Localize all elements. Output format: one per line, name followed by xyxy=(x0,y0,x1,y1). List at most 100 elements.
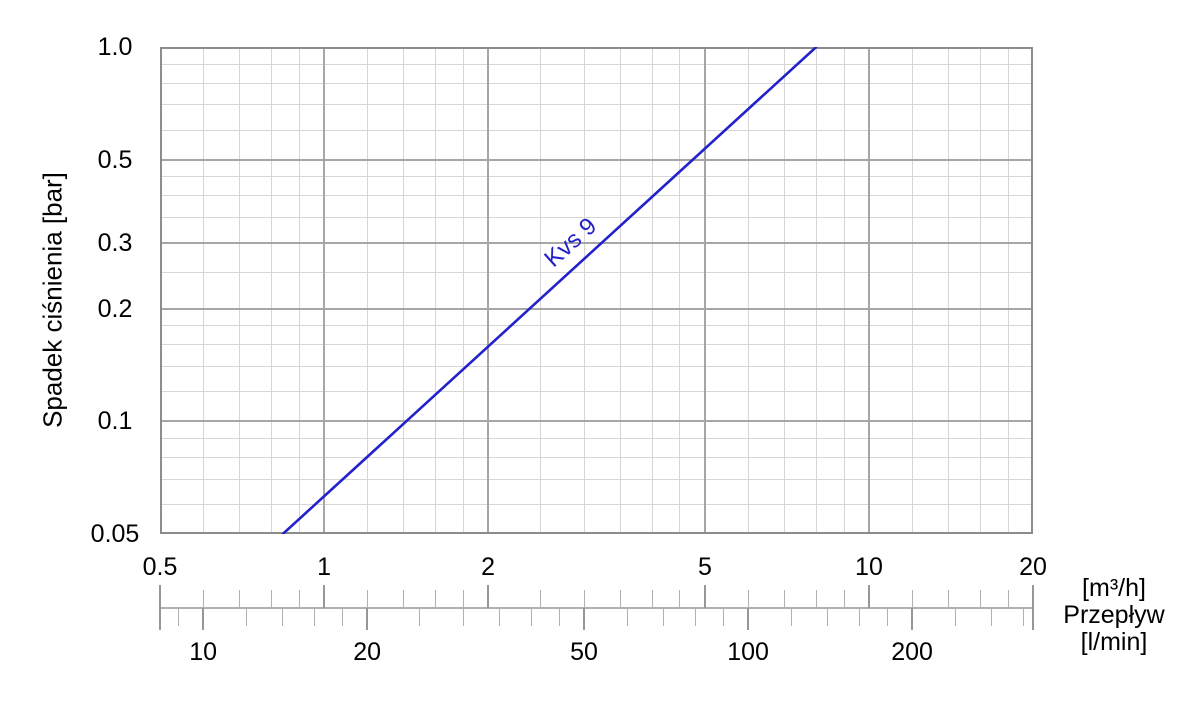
ruler-tick-m3h xyxy=(202,590,204,608)
lmin-tick-label: 200 xyxy=(891,638,933,666)
ruler-tick-lmin xyxy=(530,608,532,626)
gridline-minor-h xyxy=(160,391,1033,393)
ruler-tick-m3h xyxy=(239,590,241,608)
ruler-tick-lmin xyxy=(722,608,724,626)
ruler-tick-lmin xyxy=(694,608,696,626)
ruler-tick-m3h xyxy=(434,590,436,608)
gridline-minor-h xyxy=(160,478,1033,480)
gridline-minor-h xyxy=(160,195,1033,197)
gridline-minor-v xyxy=(911,47,913,534)
gridline-minor-h xyxy=(160,271,1033,273)
ruler-tick-m3h xyxy=(843,590,845,608)
ruler-tick-m3h xyxy=(747,590,749,608)
gridline-minor-h xyxy=(160,457,1033,459)
ruler-tick-m3h xyxy=(979,590,981,608)
gridline-minor-v xyxy=(1007,47,1009,534)
gridline-minor-v xyxy=(462,47,464,534)
lmin-tick-label: 100 xyxy=(727,638,769,666)
gridline-major-h xyxy=(160,241,1033,244)
ruler-tick-lmin xyxy=(626,608,628,626)
ruler-tick-lmin xyxy=(282,608,284,626)
gridline-minor-h xyxy=(160,176,1033,178)
ruler-tick-lmin xyxy=(419,608,421,626)
ruler-tick-lmin xyxy=(583,608,586,630)
ruler-tick-m3h xyxy=(651,590,653,608)
ruler-tick-m3h xyxy=(784,590,786,608)
gridline-major-v xyxy=(703,47,706,534)
y-tick-label: 0.05 xyxy=(90,520,140,548)
y-tick-label: 0.1 xyxy=(97,407,133,436)
gridline-minor-v xyxy=(540,47,542,534)
ruler-tick-m3h xyxy=(867,585,870,608)
ruler-tick-lmin xyxy=(462,608,464,626)
gridline-minor-h xyxy=(160,325,1033,327)
lmin-tick-label: 10 xyxy=(189,638,218,666)
ruler-tick-lmin xyxy=(499,608,501,626)
kvs-curve-line xyxy=(281,47,818,534)
ruler-tick-m3h xyxy=(620,590,621,608)
y-tick-label: 1.0 xyxy=(97,33,133,61)
gridline-major-v xyxy=(487,47,490,534)
ruler-tick-m3h xyxy=(298,590,300,608)
gridline-minor-h xyxy=(160,129,1033,131)
gridline-minor-v xyxy=(679,47,681,534)
gridline-minor-h xyxy=(160,437,1033,439)
gridline-minor-v xyxy=(747,47,749,534)
gridline-minor-h xyxy=(160,104,1033,106)
ruler-tick-lmin xyxy=(202,608,205,630)
gridline-minor-v xyxy=(651,47,653,534)
ruler-tick-lmin xyxy=(747,608,750,630)
y-tick-label: 0.5 xyxy=(97,145,133,174)
gridline-minor-v xyxy=(270,47,272,534)
ruler-tick-lmin xyxy=(366,608,369,630)
ruler-tick-lmin xyxy=(886,608,888,626)
ruler-tick-m3h xyxy=(403,590,405,608)
gridline-minor-h xyxy=(160,503,1033,505)
ruler-tick-lmin xyxy=(663,608,665,626)
ruler-end-tick xyxy=(1032,585,1034,630)
gridline-minor-v xyxy=(403,47,405,534)
ruler-tick-lmin xyxy=(245,608,247,626)
unit-m3h-label: [m³/h] xyxy=(1082,574,1146,602)
plot-area xyxy=(160,47,1033,534)
ruler-tick-m3h xyxy=(911,590,913,608)
gridline-minor-h xyxy=(160,366,1033,368)
gridline-minor-h xyxy=(160,82,1033,84)
y-tick-label: 0.2 xyxy=(97,294,133,323)
ruler-tick-lmin xyxy=(991,608,993,626)
gridline-minor-v xyxy=(979,47,981,534)
ruler-tick-m3h xyxy=(679,590,681,608)
ruler-end-tick xyxy=(159,585,161,630)
ruler-tick-lmin xyxy=(313,608,315,626)
ruler-tick-m3h xyxy=(815,590,817,608)
gridline-minor-v xyxy=(583,47,585,534)
ruler-tick-lmin xyxy=(954,608,956,626)
gridline-minor-v xyxy=(366,47,368,534)
gridline-minor-h xyxy=(160,217,1033,219)
flow-axis-name: Przepływ xyxy=(1063,601,1165,629)
gridline-minor-v xyxy=(298,47,300,534)
gridline-minor-h xyxy=(160,344,1033,346)
ruler-tick-m3h xyxy=(540,590,542,608)
ruler-tick-lmin xyxy=(1022,608,1024,626)
ruler-tick-lmin xyxy=(341,608,343,626)
ruler-tick-m3h xyxy=(487,585,490,608)
x-tick-label: 5 xyxy=(697,553,712,581)
x-tick-label: 10 xyxy=(855,553,883,581)
x-tick-label: 2 xyxy=(481,553,496,581)
y-axis-title: Spadek ciśnienia [bar] xyxy=(37,172,68,428)
ruler-tick-m3h xyxy=(270,590,272,608)
gridline-minor-v xyxy=(843,47,845,534)
gridline-minor-v xyxy=(434,47,436,534)
gridline-minor-v xyxy=(815,47,817,534)
ruler-tick-lmin xyxy=(858,608,860,626)
x-tick-label: 20 xyxy=(1019,553,1047,581)
kvs-curve xyxy=(281,47,818,534)
ruler-tick-m3h xyxy=(462,590,464,608)
ruler-tick-m3h xyxy=(583,590,585,608)
lmin-tick-label: 20 xyxy=(353,638,382,666)
gridline-major-h xyxy=(160,307,1033,310)
ruler-tick-m3h xyxy=(948,590,950,608)
x-tick-label: 0.5 xyxy=(142,553,178,581)
